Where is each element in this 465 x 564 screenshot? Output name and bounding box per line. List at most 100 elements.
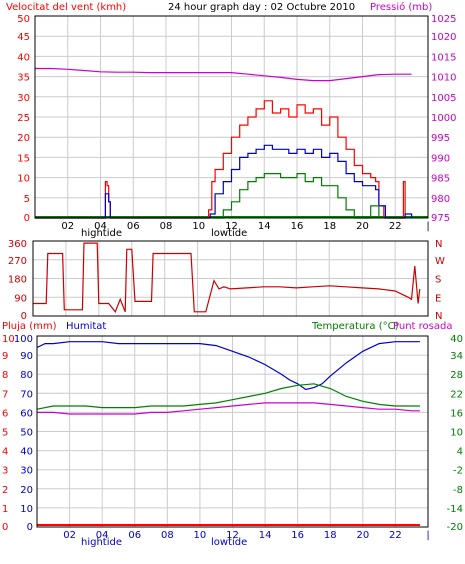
- temperature-axis-label: Temperatura (°C): [311, 321, 399, 332]
- temp-x-tick-10: 22: [389, 530, 402, 541]
- series-humidity: [36, 341, 420, 391]
- humidity-tick-2: 80: [20, 370, 33, 381]
- direction-deg-tick-0: 360: [8, 239, 27, 250]
- pressure-tick-7: 990: [431, 153, 450, 164]
- wind-speed-tick-5: 25: [17, 113, 30, 124]
- wind-speed-axis-label: Velocitat del vent (kmh): [6, 2, 126, 13]
- temp-x-tick-2: 06: [128, 530, 141, 541]
- humidity-tick-9: 10: [20, 504, 33, 515]
- wind-x-tick-6: 14: [258, 221, 271, 232]
- rain-tick-8: 2: [2, 485, 8, 496]
- pressure-tick-4: 1005: [431, 93, 456, 104]
- temperature-tick-2: 28: [450, 370, 463, 381]
- wind-speed-tick-1: 45: [17, 32, 30, 43]
- hightide-annotation-bottom: hightide: [81, 537, 122, 548]
- chart-title: 24 hour graph day : 02 Octubre 2010: [168, 2, 355, 13]
- temperature-tick-10: -20: [447, 522, 463, 533]
- wind-x-tick-7: 16: [291, 221, 304, 232]
- hightide-annotation: hightide: [81, 228, 122, 239]
- series-direction: [33, 242, 421, 313]
- wind-x-tick-1: 04: [94, 221, 107, 232]
- humidity-tick-10: 0: [27, 522, 33, 533]
- rain-tick-4: 6: [2, 408, 8, 419]
- series-avg: [35, 144, 413, 219]
- pressure-tick-10: 975: [431, 213, 450, 224]
- pressure-tick-2: 1015: [431, 52, 456, 63]
- temperature-tick-1: 34: [450, 351, 463, 362]
- wind-speed-tick-8: 10: [17, 174, 30, 185]
- wind-speed-tick-7: 15: [17, 153, 30, 164]
- wind-x-tick-0: 02: [61, 221, 74, 232]
- direction-compass-tick-3: E: [435, 293, 441, 304]
- rain-tick-9: 1: [2, 504, 8, 515]
- wind-speed-tick-0: 50: [17, 14, 30, 25]
- humidity-tick-4: 60: [20, 408, 33, 419]
- temp-x-tick-6: 14: [259, 530, 272, 541]
- series-min: [213, 173, 380, 219]
- humidity-tick-7: 30: [20, 466, 33, 477]
- rain-axis-label: Pluja (mm): [2, 321, 57, 332]
- wind-direction-plot-frame: [32, 240, 429, 317]
- temp-x-tick-8: 18: [324, 530, 337, 541]
- wind-pressure-panel: Velocitat del vent (kmh) 24 hour graph d…: [6, 1, 456, 239]
- pressure-tick-9: 980: [431, 194, 450, 205]
- rain-humidity-temp-plot-frame: [36, 335, 429, 528]
- direction-compass-tick-4: N: [435, 311, 442, 322]
- wind-x-tick-2: 06: [127, 221, 140, 232]
- direction-deg-tick-3: 90: [14, 293, 27, 304]
- temp-x-tick-5: 12: [226, 530, 239, 541]
- wind-x-tick-5: 12: [225, 221, 238, 232]
- temperature-tick-9: -14: [447, 504, 463, 515]
- direction-deg-tick-2: 180: [8, 275, 27, 286]
- wind-pressure-plot-frame: [34, 15, 429, 219]
- pressure-tick-6: 995: [431, 133, 450, 144]
- rain-tick-5: 5: [2, 428, 8, 439]
- humidity-tick-3: 70: [20, 389, 33, 400]
- pressure-axis-label: Pressió (mb): [370, 1, 432, 13]
- series-pressure: [35, 67, 412, 82]
- pressure-tick-3: 1010: [431, 73, 456, 84]
- pressure-tick-0: 1025: [431, 14, 456, 25]
- rain-tick-10: 0: [2, 522, 8, 533]
- rain-tick-0: 10: [2, 334, 15, 345]
- temperature-tick-3: 22: [450, 389, 463, 400]
- humidity-tick-6: 40: [20, 447, 33, 458]
- temperature-tick-4: 16: [450, 408, 463, 419]
- temp-x-tick-1: 04: [96, 530, 109, 541]
- wind-speed-tick-4: 30: [17, 93, 30, 104]
- direction-compass-tick-0: N: [435, 239, 442, 250]
- temp-x-tick-3: 08: [161, 530, 174, 541]
- wind-x-tick-9: 20: [356, 221, 369, 232]
- temperature-tick-8: -8: [453, 485, 463, 496]
- pressure-tick-5: 1000: [431, 113, 456, 124]
- direction-deg-tick-4: 0: [21, 311, 27, 322]
- wind-speed-tick-10: 0: [24, 213, 30, 224]
- series-dewpoint: [37, 402, 420, 415]
- wind-x-tick-10: 22: [389, 221, 402, 232]
- temp-x-tick-9: 20: [356, 530, 369, 541]
- wind-x-tick-11: |: [426, 221, 429, 232]
- rain-tick-7: 3: [2, 466, 8, 477]
- wind-speed-tick-9: 5: [24, 194, 30, 205]
- temperature-tick-7: -2: [453, 466, 463, 477]
- lowtide-annotation-bottom: lowtide: [211, 537, 247, 548]
- direction-compass-tick-2: S: [435, 275, 441, 286]
- temp-x-tick-4: 10: [194, 530, 207, 541]
- direction-compass-tick-1: W: [435, 256, 445, 267]
- pressure-tick-8: 985: [431, 174, 450, 185]
- direction-deg-tick-1: 270: [8, 256, 27, 267]
- temp-x-tick-7: 16: [291, 530, 304, 541]
- series-gust: [35, 100, 406, 219]
- wind-speed-tick-2: 40: [17, 52, 30, 63]
- humidity-tick-0: 100: [14, 334, 33, 345]
- wind-x-tick-4: 10: [192, 221, 205, 232]
- rain-tick-3: 7: [2, 389, 8, 400]
- dewpoint-axis-label: Punt rosada: [393, 321, 452, 332]
- humidity-axis-label: Humitat: [66, 321, 106, 332]
- humidity-tick-1: 90: [20, 351, 33, 362]
- wind-x-tick-8: 18: [323, 221, 336, 232]
- pressure-tick-1: 1020: [431, 32, 456, 43]
